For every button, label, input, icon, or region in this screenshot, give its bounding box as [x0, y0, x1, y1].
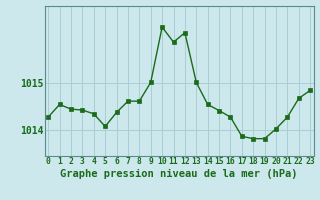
X-axis label: Graphe pression niveau de la mer (hPa): Graphe pression niveau de la mer (hPa): [60, 169, 298, 179]
